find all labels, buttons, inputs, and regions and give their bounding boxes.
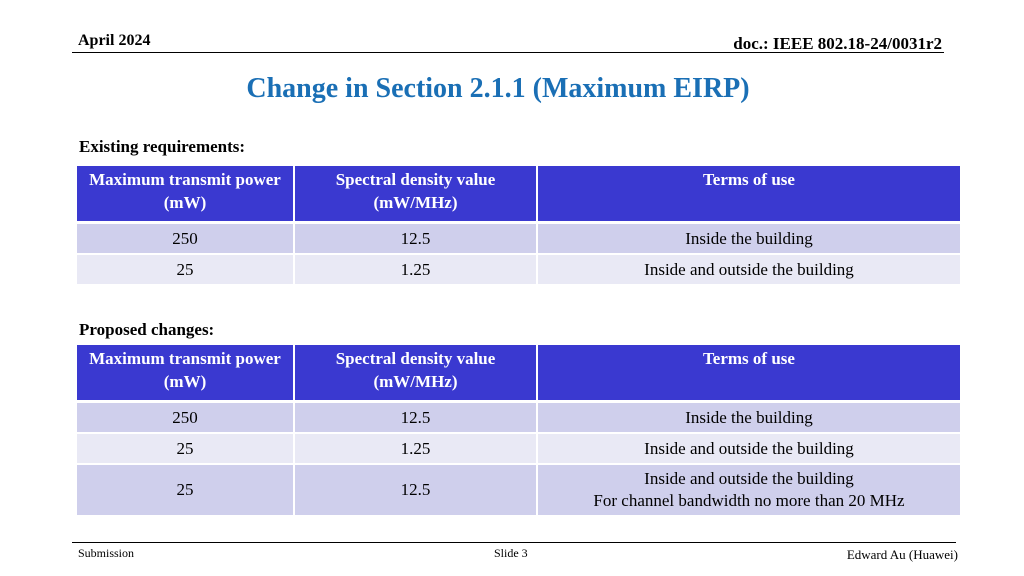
cell-terms-of-use: Inside the building [537,222,960,255]
column-header-max-power: Maximum transmit power (mW) [77,166,295,224]
cell-spectral-density: 12.5 [294,464,538,517]
slide-title: Change in Section 2.1.1 (Maximum EIRP) [246,73,750,104]
bandwidth-condition-line: For channel bandwidth no more than 20 MH… [593,491,905,510]
table-row: 250 12.5 Inside the building [77,401,960,434]
table-row: 25 1.25 Inside and outside the building [77,433,960,465]
proposed-changes-label: Proposed changes: [79,320,215,339]
footer-slide-number: Slide 3 [494,546,528,560]
cell-terms-of-use: Inside and outside the building [537,254,960,286]
terms-of-use-line: Inside and outside the building [644,469,854,488]
table-row: 25 12.5 Inside and outside the building … [77,464,960,517]
footer-rule [72,542,956,543]
cell-spectral-density: 12.5 [294,401,538,434]
existing-requirements-table: Maximum transmit power (mW) Spectral den… [77,166,960,286]
cell-terms-of-use: Inside and outside the building For chan… [537,464,960,517]
cell-max-power: 25 [77,433,295,465]
table-row: 25 1.25 Inside and outside the building [77,254,960,286]
header-doc-id: doc.: IEEE 802.18-24/0031r2 [733,34,942,53]
cell-spectral-density: 1.25 [294,254,538,286]
proposed-changes-table: Maximum transmit power (mW) Spectral den… [77,345,960,517]
footer-submission: Submission [78,546,135,560]
column-header-terms-of-use: Terms of use [537,345,960,403]
existing-requirements-label: Existing requirements: [79,137,246,156]
footer-author: Edward Au (Huawei) [846,547,958,562]
table-header-row: Maximum transmit power (mW) Spectral den… [77,166,960,224]
column-header-terms-of-use: Terms of use [537,166,960,224]
column-header-spectral-density: Spectral density value (mW/MHz) [294,345,538,403]
column-header-max-power: Maximum transmit power (mW) [77,345,295,403]
table-row: 250 12.5 Inside the building [77,222,960,255]
cell-max-power: 250 [77,401,295,434]
cell-max-power: 250 [77,222,295,255]
table-header-row: Maximum transmit power (mW) Spectral den… [77,345,960,403]
cell-spectral-density: 12.5 [294,222,538,255]
column-header-spectral-density: Spectral density value (mW/MHz) [294,166,538,224]
header-rule [72,52,944,53]
cell-spectral-density: 1.25 [294,433,538,465]
header-date: April 2024 [78,32,151,49]
cell-max-power: 25 [77,254,295,286]
cell-max-power: 25 [77,464,295,517]
cell-terms-of-use: Inside and outside the building [537,433,960,465]
cell-terms-of-use: Inside the building [537,401,960,434]
